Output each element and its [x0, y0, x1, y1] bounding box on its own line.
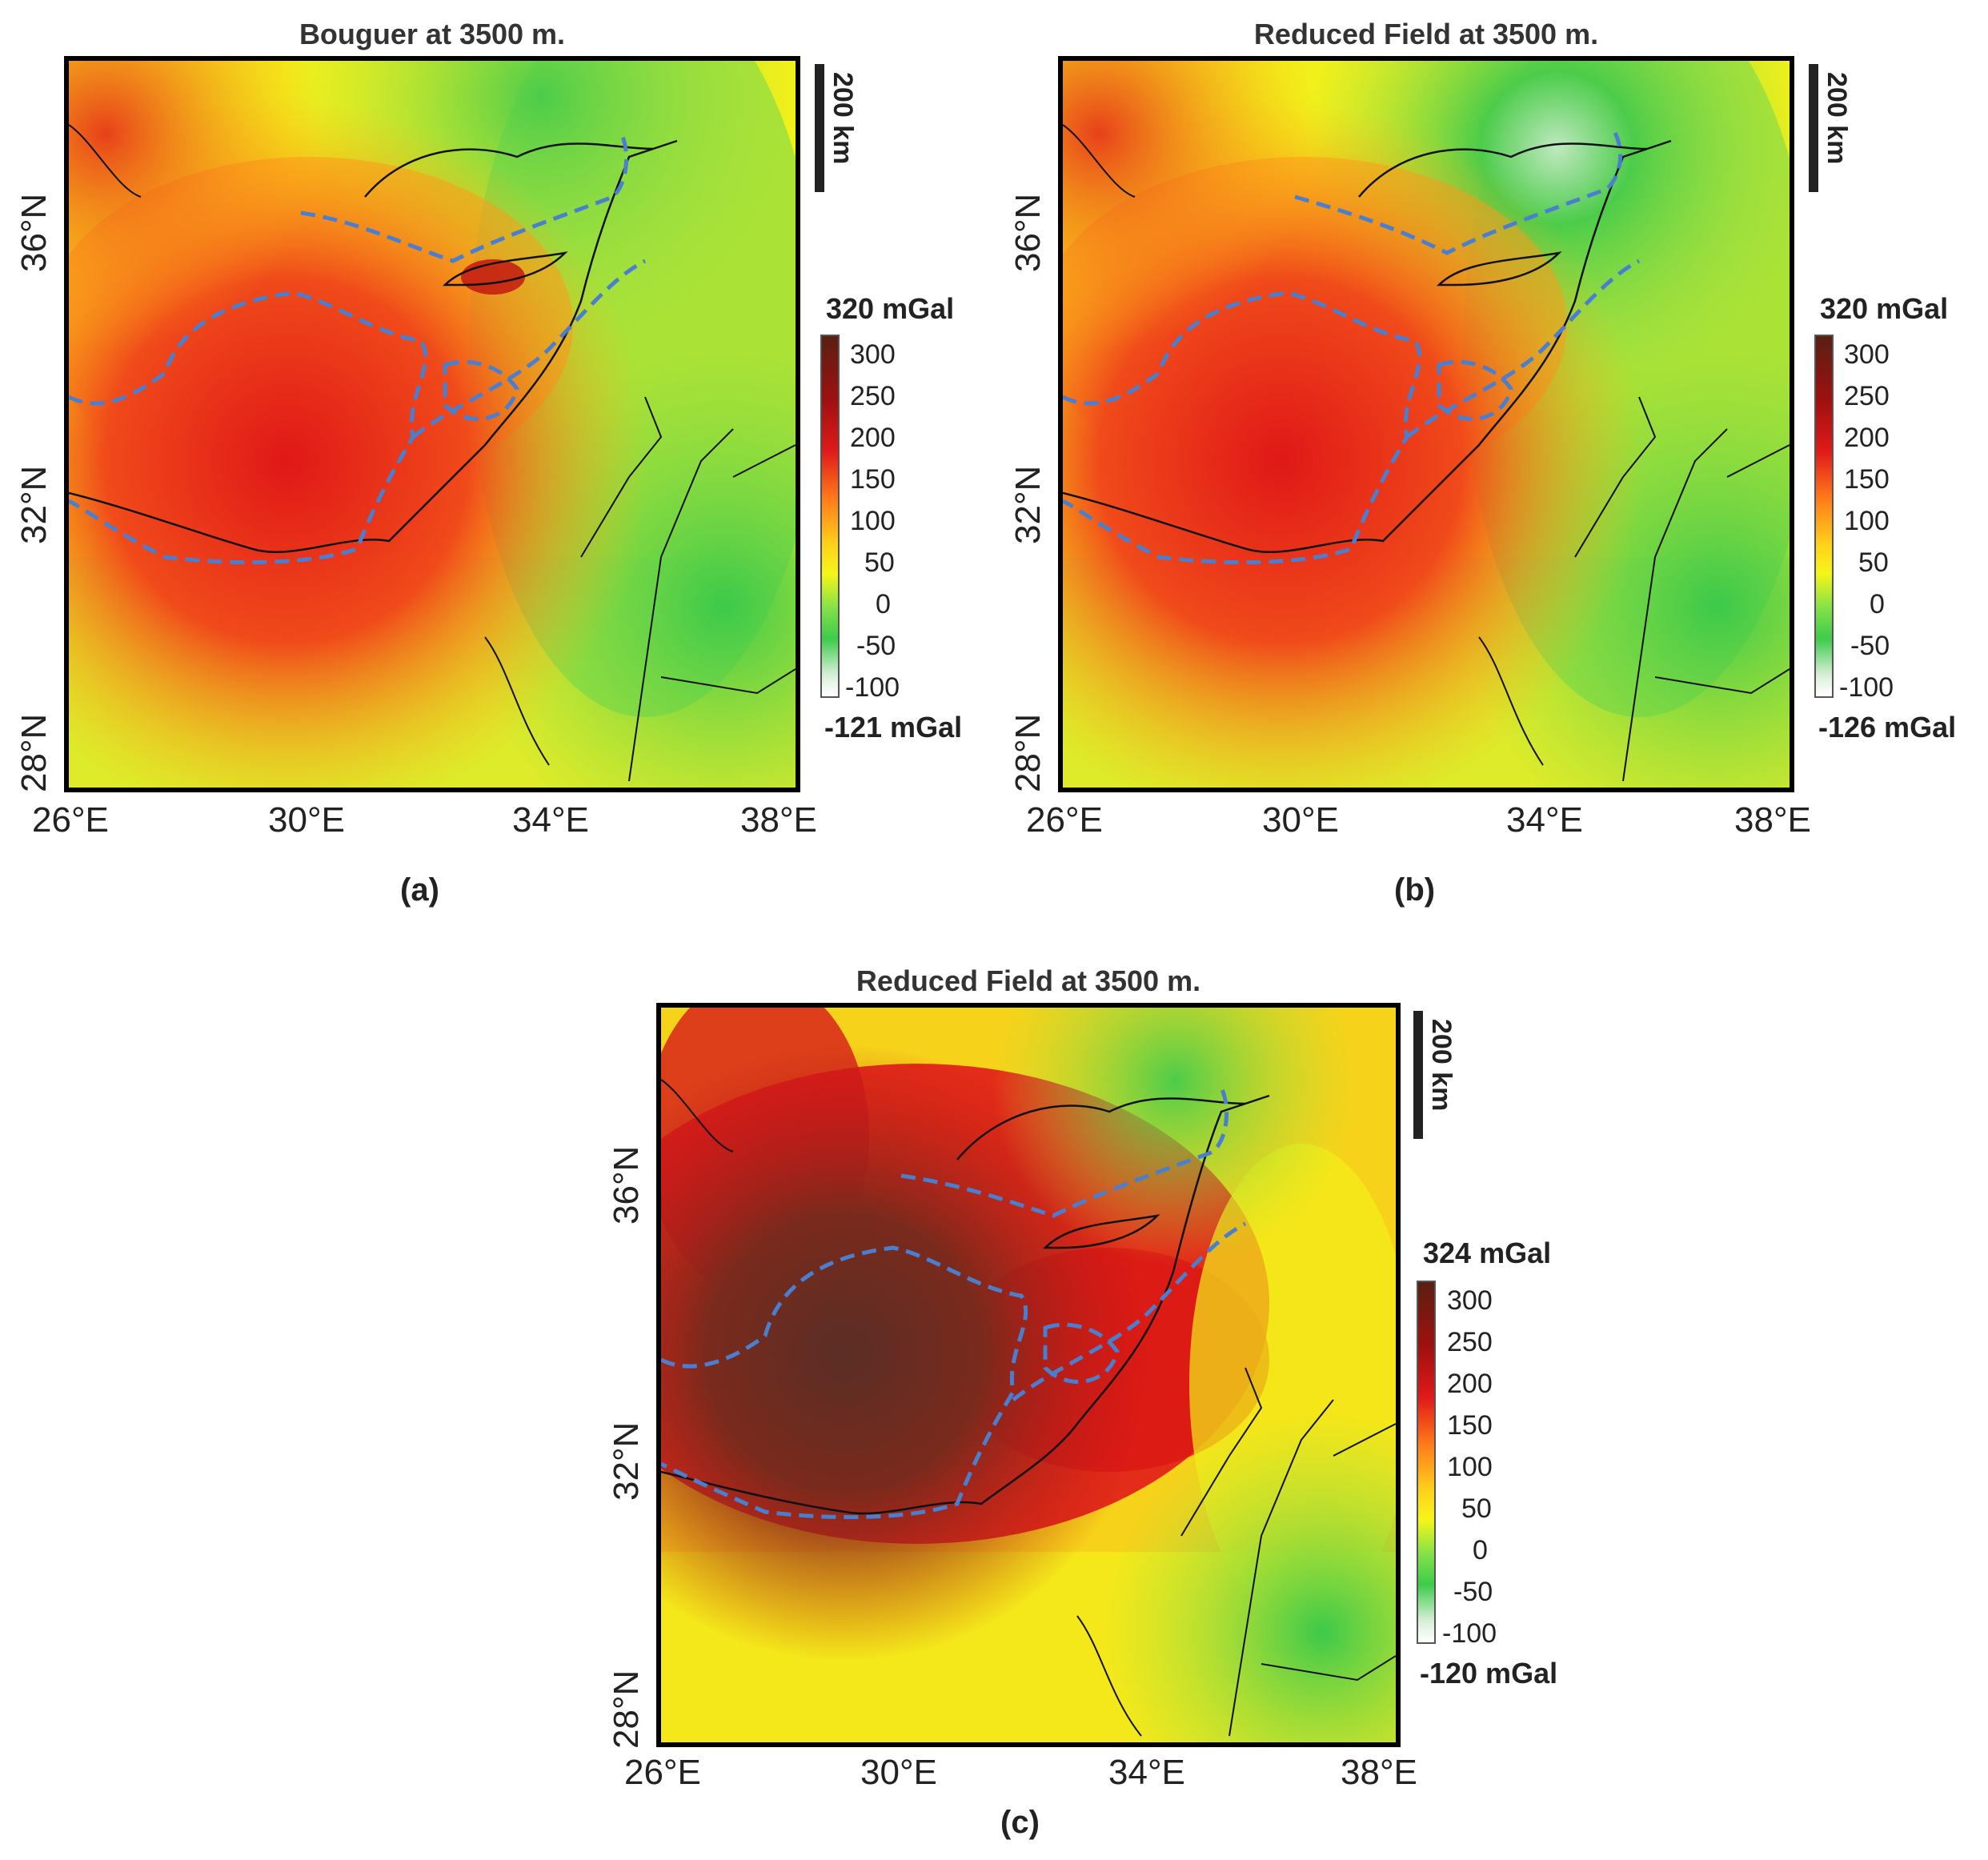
gravity-field-svg	[69, 61, 796, 788]
lon-label: 30°E	[268, 800, 345, 840]
lon-label: 38°E	[1734, 800, 1811, 840]
panel-a: Bouguer at 3500 m.	[0, 0, 994, 928]
lon-label: 34°E	[512, 800, 589, 840]
panel-b: Reduced Field at 3500 m.	[994, 0, 1988, 928]
colorbar	[820, 335, 840, 698]
frame-tick	[1423, 56, 1543, 61]
panel-label: (a)	[400, 872, 439, 908]
colorbar-tick: 150	[1447, 1410, 1493, 1441]
gravity-map	[64, 56, 800, 792]
colorbar-tick: -50	[1850, 631, 1890, 661]
lon-label: 38°E	[740, 800, 817, 840]
colorbar-tick: 100	[1447, 1452, 1493, 1482]
colorbar-tick: 0	[1473, 1535, 1488, 1565]
lon-label: 26°E	[1026, 800, 1103, 840]
scale-bar	[1413, 1011, 1423, 1139]
lat-label: 32°N	[607, 1421, 646, 1501]
gravity-field-svg	[1063, 61, 1790, 788]
colorbar-tick: 150	[850, 464, 896, 495]
frame-tick	[189, 56, 309, 61]
lat-label: 32°N	[14, 465, 54, 544]
colorbar-tick: -50	[856, 631, 896, 661]
colorbar-min-label: -126 mGal	[1818, 711, 1957, 744]
colorbar	[1814, 335, 1834, 698]
frame-tick	[1021, 1003, 1141, 1008]
lat-label: 32°N	[1008, 465, 1048, 544]
frame-tick	[1183, 56, 1303, 61]
lat-label: 28°N	[1008, 713, 1048, 792]
colorbar-tick: 250	[1447, 1327, 1493, 1357]
panel-title: Reduced Field at 3500 m.	[1253, 18, 1599, 50]
lat-label: 36°N	[14, 193, 54, 272]
colorbar-min-label: -121 mGal	[824, 711, 963, 744]
gravity-map	[1058, 56, 1794, 792]
panel-label: (c)	[1000, 1805, 1040, 1840]
colorbar-tick: -50	[1453, 1577, 1493, 1607]
lon-label: 30°E	[860, 1753, 937, 1792]
colorbar	[1417, 1281, 1436, 1644]
colorbar-tick: 300	[1844, 339, 1890, 370]
lat-label: 36°N	[607, 1145, 646, 1225]
colorbar-tick: -100	[1442, 1618, 1497, 1649]
lon-label: 26°E	[624, 1753, 701, 1792]
colorbar-max-label: 320 mGal	[1820, 292, 1949, 325]
lat-label: 28°N	[14, 713, 54, 792]
scale-label: 200 km	[1426, 1019, 1457, 1112]
frame-tick	[429, 56, 549, 61]
scale-bar	[1809, 64, 1818, 192]
colorbar-min-label: -120 mGal	[1420, 1657, 1558, 1690]
gravity-map	[656, 1003, 1401, 1747]
colorbar-tick: 250	[850, 381, 896, 411]
colorbar-tick: 100	[1844, 506, 1890, 536]
frame-tick	[781, 1003, 901, 1008]
colorbar-tick: 150	[1844, 464, 1890, 495]
colorbar-tick: 300	[850, 339, 896, 370]
lon-label: 38°E	[1341, 1753, 1417, 1792]
lat-label: 36°N	[1008, 193, 1048, 272]
colorbar-tick: -100	[845, 672, 900, 703]
lon-label: 30°E	[1262, 800, 1339, 840]
colorbar-tick: 200	[1844, 423, 1890, 453]
scale-bar	[815, 64, 824, 192]
colorbar-tick: -100	[1839, 672, 1894, 703]
gravity-field-svg	[661, 1008, 1396, 1742]
colorbar-tick: 100	[850, 506, 896, 536]
lon-label: 34°E	[1108, 1753, 1185, 1792]
panel-c: Reduced Field at 3500 m.	[584, 948, 1593, 1860]
scale-label: 200 km	[1822, 72, 1852, 165]
colorbar-tick: 50	[864, 547, 895, 578]
colorbar-tick: 0	[1870, 589, 1885, 619]
panel-label: (b)	[1394, 872, 1436, 908]
scale-label: 200 km	[828, 72, 858, 165]
colorbar-max-label: 324 mGal	[1423, 1237, 1552, 1269]
colorbar-max-label: 320 mGal	[826, 292, 955, 325]
colorbar-tick: 50	[1858, 547, 1889, 578]
colorbar-tick: 200	[850, 423, 896, 453]
panel-title: Bouguer at 3500 m.	[299, 18, 566, 50]
colorbar-tick: 250	[1844, 381, 1890, 411]
colorbar-tick: 200	[1447, 1369, 1493, 1399]
colorbar-tick: 300	[1447, 1285, 1493, 1316]
lon-label: 34°E	[1506, 800, 1583, 840]
colorbar-tick: 50	[1461, 1493, 1492, 1524]
lat-label: 28°N	[607, 1670, 646, 1749]
colorbar-tick: 0	[876, 589, 891, 619]
panel-title: Reduced Field at 3500 m.	[856, 964, 1201, 997]
lon-label: 26°E	[32, 800, 109, 840]
